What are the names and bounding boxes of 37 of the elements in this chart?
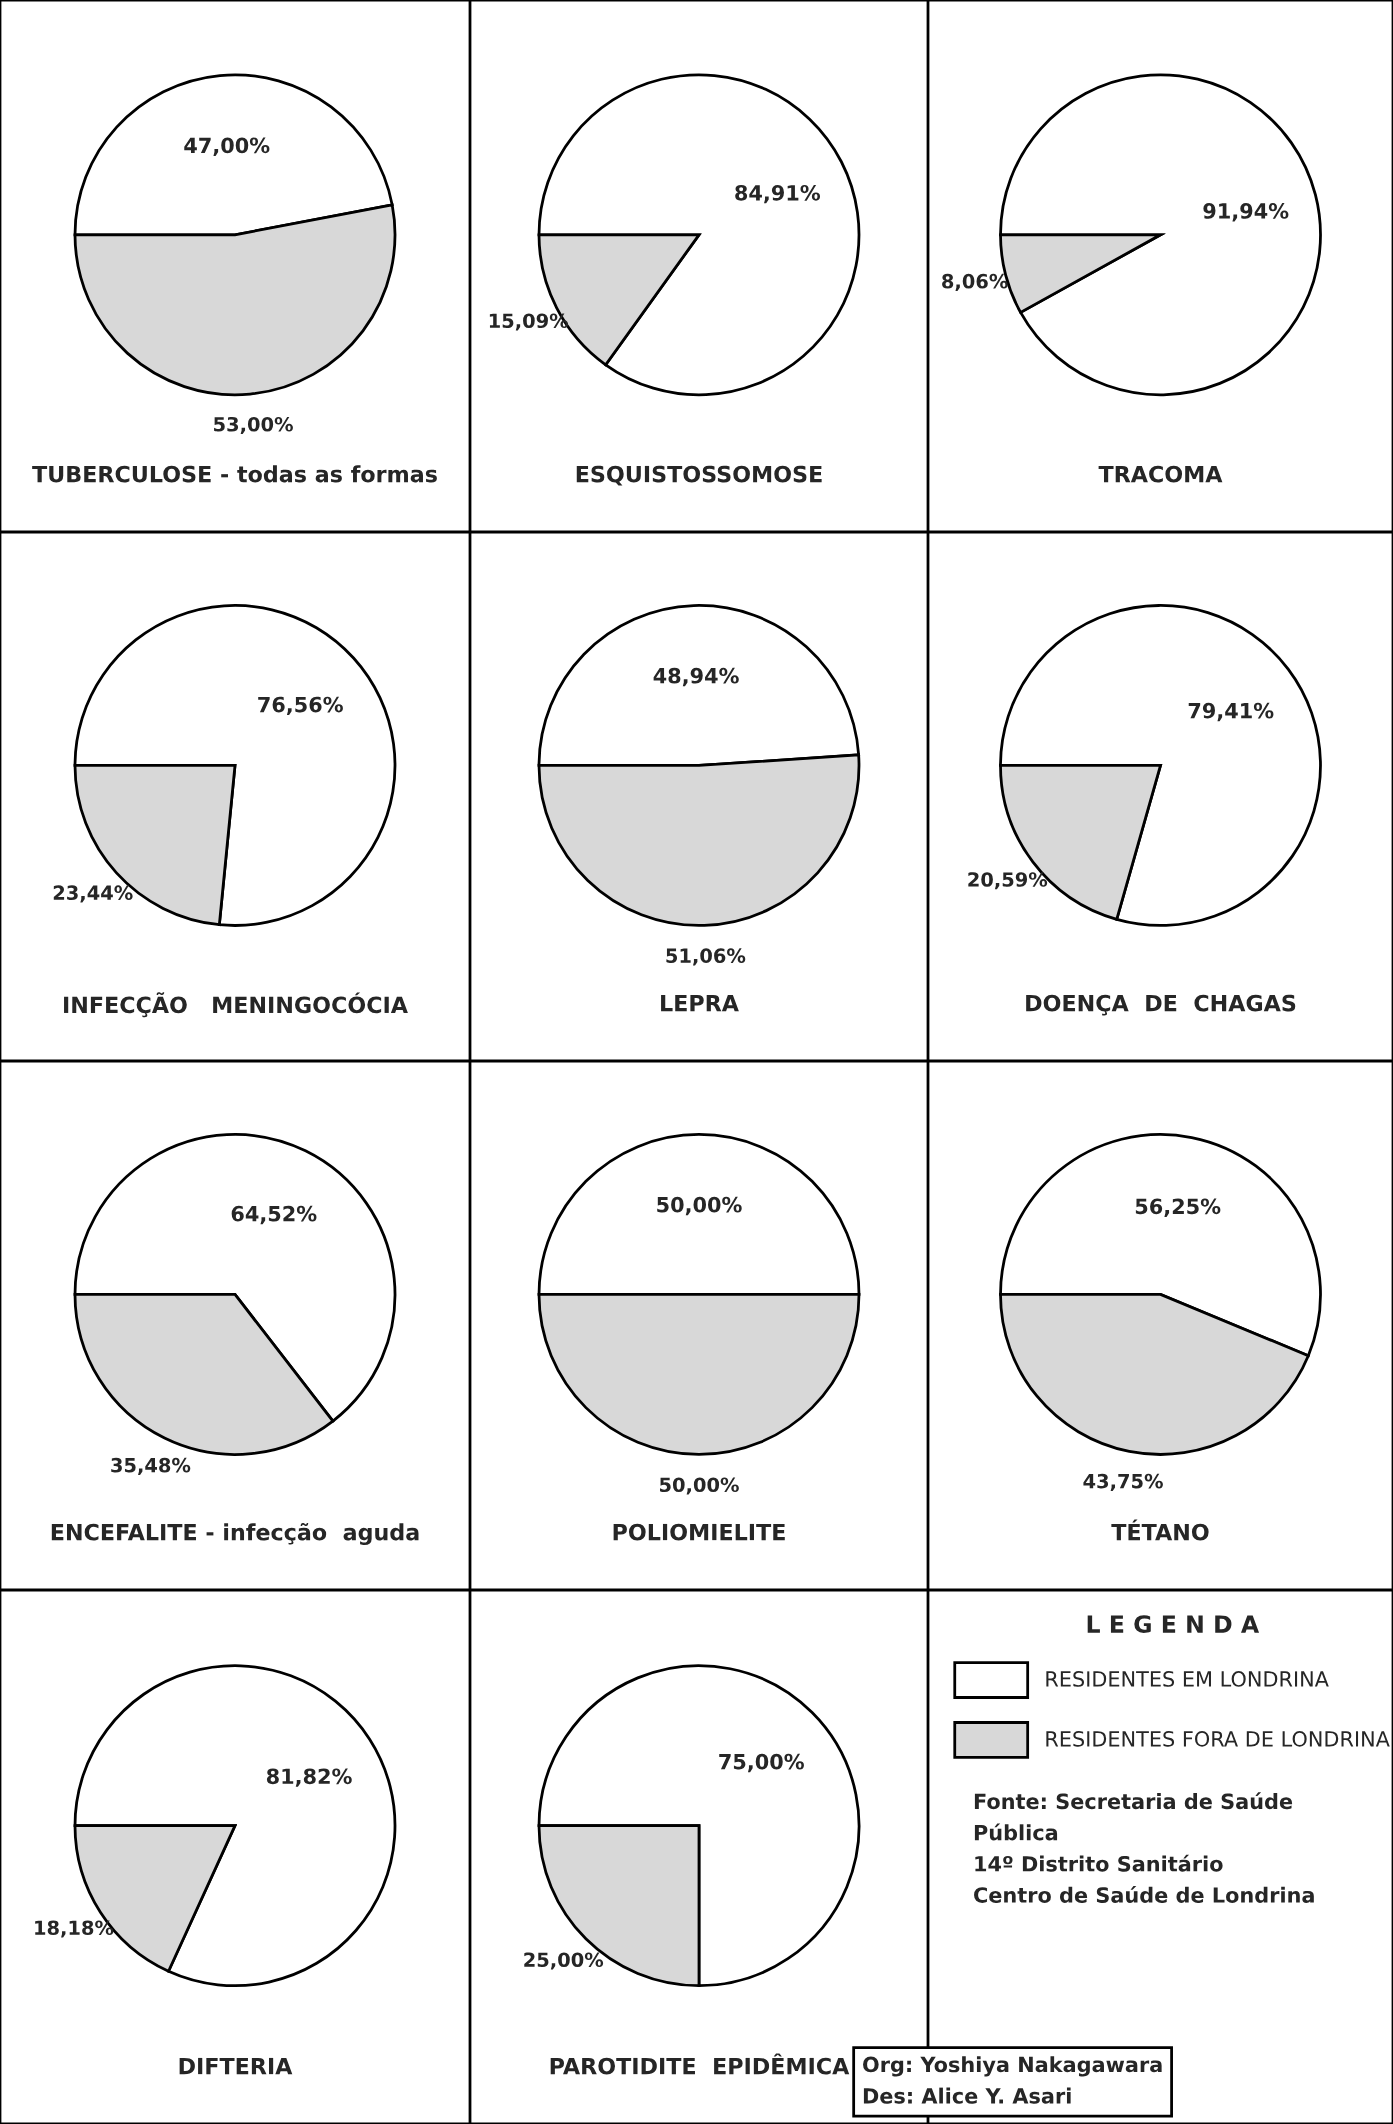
- text: TUBERCULOSE - todas as formas: [32, 465, 437, 483]
- text: LEPRA: [661, 994, 739, 1012]
- text: POLIOMIELITE: [613, 1523, 785, 1541]
- text: TÉTANO: [1111, 1519, 1209, 1541]
- legend-label: RESIDENTES FORA DE LONDRINA: [1046, 1730, 1390, 1747]
- data-label: 18,18%: [35, 1920, 114, 1938]
- text: DIFTERIA: [179, 2057, 293, 2075]
- legend-label: RESIDENTES EM LONDRINA: [1046, 1671, 1329, 1687]
- source-note: Fonte: Secretaria de Saúde Pública 14º Distrito Sanitário Centro de Saúde de Londrina: [974, 1792, 1314, 1903]
- data-label: 48,94%: [653, 667, 739, 687]
- data-label: 76,56%: [258, 696, 343, 716]
- data-label: 75,00%: [719, 1753, 804, 1773]
- data-label: 50,00%: [660, 1477, 739, 1495]
- data-label: 25,00%: [524, 1952, 604, 1970]
- data-label: 84,91%: [735, 184, 821, 204]
- data-label: 23,44%: [53, 885, 133, 903]
- data-label: 47,00%: [184, 137, 270, 156]
- text: PAROTIDITE EPIDÊMICA: [550, 2053, 850, 2075]
- text: ESQUISTOSSOMOSE: [576, 465, 822, 486]
- data-label: 64,52%: [231, 1205, 317, 1225]
- data-label: 51,06%: [666, 948, 746, 966]
- data-label: 20,59%: [968, 872, 1048, 890]
- text: INFECÇÃO MENINGOCÓCIA: [64, 992, 408, 1018]
- data-label: 81,82%: [266, 1768, 352, 1787]
- data-label: 53,00%: [214, 416, 293, 435]
- text: DOENÇA DE CHAGAS: [1026, 994, 1296, 1016]
- legend-title: L E G E N D A: [1087, 1615, 1260, 1634]
- data-label: 35,48%: [111, 1457, 191, 1475]
- text: Org: Yoshiya Nakagawara Des: Alice Y. Asari: [863, 2056, 1162, 2104]
- data-label: 50,00%: [657, 1196, 742, 1216]
- data-label: 91,94%: [1203, 203, 1289, 222]
- text: TRACOMA: [1098, 465, 1223, 483]
- data-label: 43,75%: [1083, 1473, 1163, 1491]
- data-label: 56,25%: [1135, 1198, 1221, 1217]
- data-label: 79,41%: [1188, 702, 1274, 722]
- text: ENCEFALITE - infecção aguda: [51, 1522, 419, 1546]
- data-label: 8,06%: [942, 273, 1008, 292]
